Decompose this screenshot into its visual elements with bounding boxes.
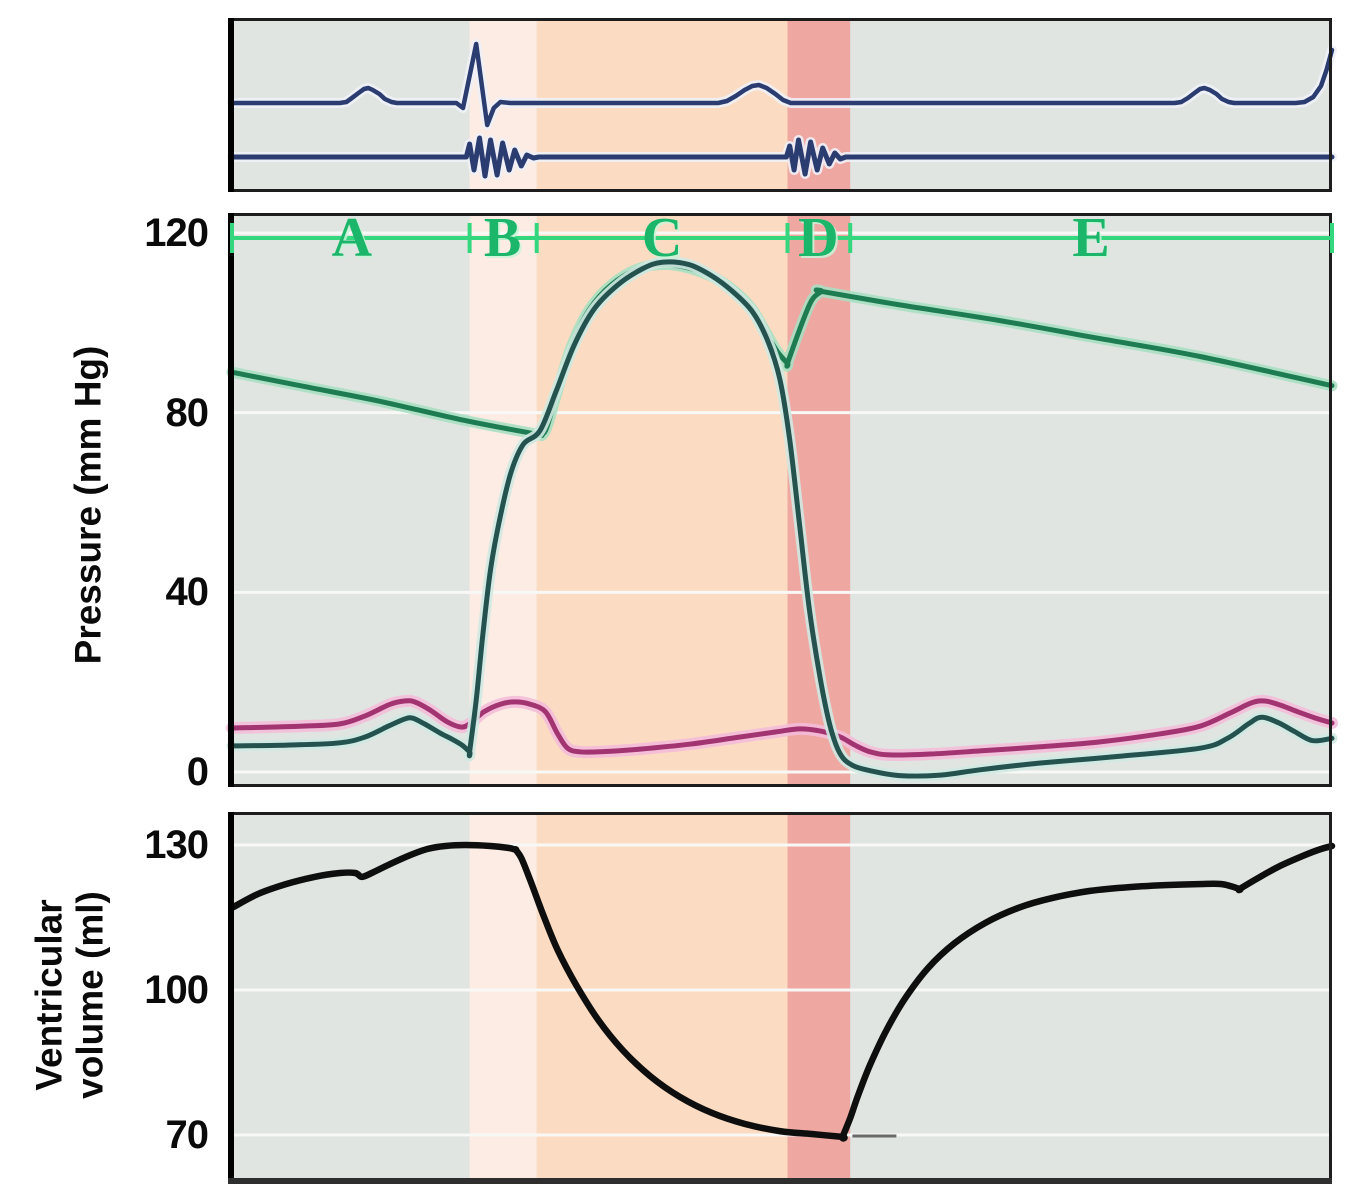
phase-label-b: B [483,207,522,269]
heart_sounds-curve [229,135,1335,179]
phase-label-c: C [641,207,683,269]
volume-tick-70: 70 [165,1113,210,1157]
pressure-tick-120: 120 [144,211,209,255]
pressure-tick-80: 80 [165,390,210,435]
volume-axis-title: Ventricular volume (ml) [29,891,112,1099]
phase-band-d [787,812,851,1183]
phase-label-d: D [798,207,839,269]
phase-label-e: E [1072,207,1110,269]
volume-tick-100: 100 [144,968,209,1012]
phase-label-a: A [331,207,373,269]
atrial_pressure-curve [229,698,1335,758]
pressure-axis-title: Pressure (mm Hg) [67,345,109,665]
ventricular_volume-curve [228,841,1336,1142]
volume-axis-title-line2: volume (ml) [70,891,111,1099]
volume-tick-130: 130 [144,823,209,867]
pressure-tick-0: 0 [186,750,209,794]
ecg-curve [229,41,1335,128]
pressure-tick-40: 40 [165,570,210,615]
ventricular_pressure-curve [229,259,1335,779]
volume-axis-title-line1: Ventricular [28,899,70,1091]
